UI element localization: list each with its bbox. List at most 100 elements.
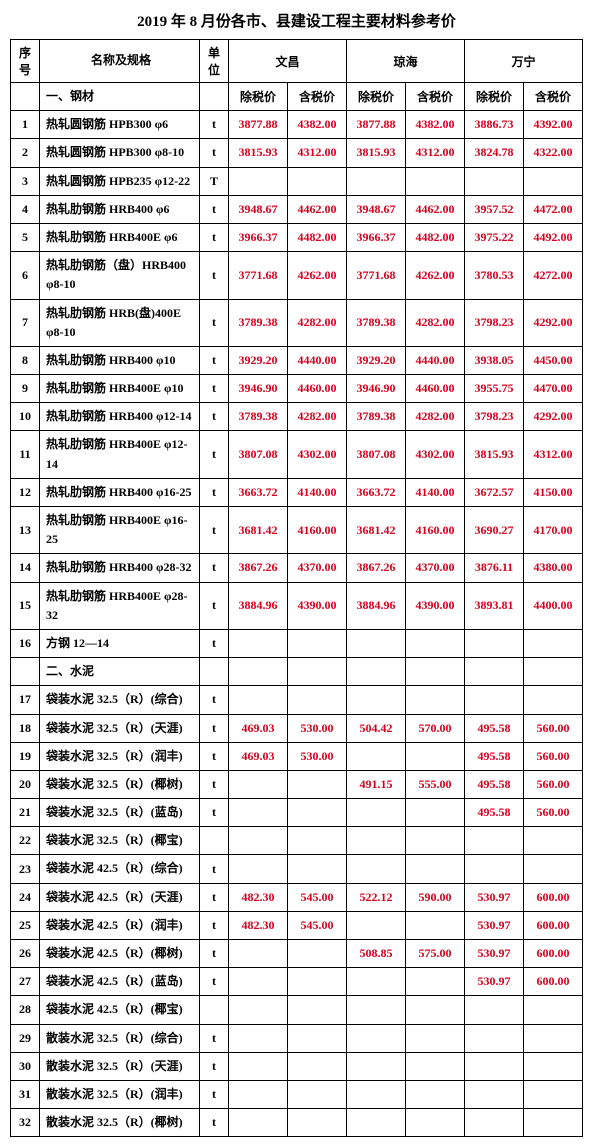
price-cell: 3789.38	[229, 403, 288, 431]
header-city2: 琼海	[347, 40, 465, 83]
table-row: 6热轧肋钢筋（盘）HRB400 φ8-10t3771.684262.003771…	[11, 252, 583, 299]
price-cell	[347, 1080, 406, 1108]
price-cell: 3807.08	[229, 431, 288, 478]
row-unit: t	[200, 686, 229, 714]
row-name: 热轧肋钢筋 HRB400E φ28-32	[40, 582, 200, 629]
price-cell: 570.00	[406, 714, 465, 742]
price-cell	[347, 629, 406, 657]
row-unit: t	[200, 883, 229, 911]
price-cell: 560.00	[524, 742, 583, 770]
row-name: 袋装水泥 42.5（R）(椰树)	[40, 940, 200, 968]
row-unit: t	[200, 375, 229, 403]
table-row: 9热轧肋钢筋 HRB400E φ10t3946.904460.003946.90…	[11, 375, 583, 403]
price-cell: 3886.73	[465, 111, 524, 139]
table-row: 20袋装水泥 32.5（R）(椰树)t491.15555.00495.58560…	[11, 770, 583, 798]
price-cell	[288, 629, 347, 657]
price-cell: 3789.38	[347, 403, 406, 431]
row-name: 热轧肋钢筋 HRB400E φ16-25	[40, 507, 200, 554]
row-no: 10	[11, 403, 40, 431]
price-cell: 3807.08	[347, 431, 406, 478]
row-unit: t	[200, 554, 229, 582]
price-cell: 4282.00	[288, 299, 347, 346]
row-unit: t	[200, 855, 229, 883]
row-name: 热轧圆钢筋 HPB235 φ12-22	[40, 167, 200, 195]
row-no: 25	[11, 911, 40, 939]
price-cell	[465, 1109, 524, 1137]
price-cell: 3771.68	[229, 252, 288, 299]
row-name: 袋装水泥 42.5（R）(润丰)	[40, 911, 200, 939]
price-cell: 3663.72	[347, 478, 406, 506]
price-cell: 600.00	[524, 968, 583, 996]
row-no: 11	[11, 431, 40, 478]
row-unit: t	[200, 940, 229, 968]
row-no: 23	[11, 855, 40, 883]
row-name: 散装水泥 32.5（R）(润丰)	[40, 1080, 200, 1108]
header-city3: 万宁	[465, 40, 583, 83]
row-name: 袋装水泥 42.5（R）(椰宝)	[40, 996, 200, 1024]
price-cell	[288, 1109, 347, 1137]
price-cell: 600.00	[524, 940, 583, 968]
price-cell	[406, 827, 465, 855]
price-cell: 545.00	[288, 883, 347, 911]
price-cell: 4282.00	[288, 403, 347, 431]
price-cell: 3771.68	[347, 252, 406, 299]
price-cell	[229, 1109, 288, 1137]
price-cell	[524, 167, 583, 195]
price-cell	[406, 1024, 465, 1052]
row-no: 12	[11, 478, 40, 506]
row-unit: t	[200, 968, 229, 996]
price-cell: 3946.90	[347, 375, 406, 403]
price-cell: 4170.00	[524, 507, 583, 554]
row-no: 26	[11, 940, 40, 968]
price-cell: 4460.00	[288, 375, 347, 403]
price-cell	[288, 1052, 347, 1080]
row-name: 散装水泥 32.5（R）(天涯)	[40, 1052, 200, 1080]
row-no: 17	[11, 686, 40, 714]
price-cell	[347, 1052, 406, 1080]
price-cell: 4482.00	[406, 223, 465, 251]
price-cell	[406, 1080, 465, 1108]
row-unit: t	[200, 1080, 229, 1108]
price-cell	[288, 940, 347, 968]
price-cell: 4302.00	[288, 431, 347, 478]
row-no: 13	[11, 507, 40, 554]
header-unit: 单位	[200, 40, 229, 83]
row-unit: t	[200, 299, 229, 346]
row-unit: t	[200, 742, 229, 770]
table-row: 10热轧肋钢筋 HRB400 φ12-14t3789.384282.003789…	[11, 403, 583, 431]
price-cell: 3672.57	[465, 478, 524, 506]
price-cell	[288, 770, 347, 798]
price-cell: 3884.96	[229, 582, 288, 629]
price-cell: 4400.00	[524, 582, 583, 629]
price-cell	[288, 1024, 347, 1052]
row-no: 24	[11, 883, 40, 911]
price-cell	[229, 770, 288, 798]
price-cell	[347, 968, 406, 996]
price-cell: 495.58	[465, 799, 524, 827]
row-unit: t	[200, 582, 229, 629]
row-no: 29	[11, 1024, 40, 1052]
price-cell	[229, 855, 288, 883]
price-cell: 530.00	[288, 742, 347, 770]
row-name: 热轧肋钢筋 HRB400 φ16-25	[40, 478, 200, 506]
price-cell: 3966.37	[229, 223, 288, 251]
price-cell	[288, 855, 347, 883]
price-cell	[406, 968, 465, 996]
price-cell	[524, 827, 583, 855]
section-steel: 一、钢材	[40, 83, 200, 111]
price-cell: 4302.00	[406, 431, 465, 478]
row-unit: t	[200, 714, 229, 742]
table-row: 17袋装水泥 32.5（R）(综合)t	[11, 686, 583, 714]
table-row: 14热轧肋钢筋 HRB400 φ28-32t3867.264370.003867…	[11, 554, 583, 582]
table-row: 3热轧圆钢筋 HPB235 φ12-22T	[11, 167, 583, 195]
price-cell	[406, 742, 465, 770]
row-no: 8	[11, 346, 40, 374]
price-cell	[406, 1109, 465, 1137]
table-row: 7热轧肋钢筋 HRB(盘)400E φ8-10t3789.384282.0037…	[11, 299, 583, 346]
header-name: 名称及规格	[40, 40, 200, 83]
price-cell: 3690.27	[465, 507, 524, 554]
price-cell	[406, 629, 465, 657]
price-cell	[347, 827, 406, 855]
price-cell: 4292.00	[524, 403, 583, 431]
price-cell: 3876.11	[465, 554, 524, 582]
